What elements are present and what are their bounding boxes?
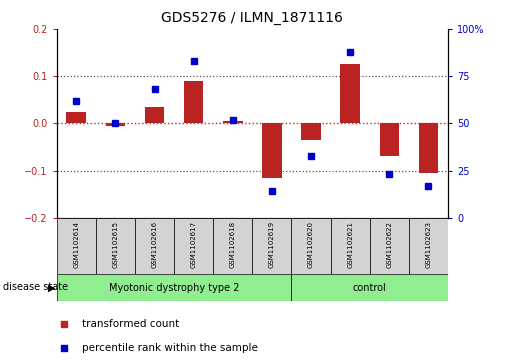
Bar xyxy=(262,123,282,178)
Text: GSM1102619: GSM1102619 xyxy=(269,221,275,268)
Bar xyxy=(340,64,360,123)
Bar xyxy=(57,274,291,301)
Text: transformed count: transformed count xyxy=(82,319,179,329)
Bar xyxy=(96,218,135,274)
Bar xyxy=(409,218,448,274)
Bar xyxy=(135,218,174,274)
Text: GSM1102617: GSM1102617 xyxy=(191,221,197,268)
Text: Myotonic dystrophy type 2: Myotonic dystrophy type 2 xyxy=(109,283,239,293)
Bar xyxy=(57,218,96,274)
Text: GSM1102622: GSM1102622 xyxy=(386,221,392,268)
Bar xyxy=(174,218,213,274)
Bar xyxy=(291,274,448,301)
Bar xyxy=(106,123,125,126)
Bar xyxy=(223,121,243,123)
Text: GSM1102618: GSM1102618 xyxy=(230,221,236,268)
Bar xyxy=(252,218,291,274)
Text: GSM1102615: GSM1102615 xyxy=(112,221,118,268)
Bar xyxy=(331,218,370,274)
Bar xyxy=(291,218,331,274)
Text: GSM1102623: GSM1102623 xyxy=(425,221,432,268)
Text: ▶: ▶ xyxy=(48,282,56,293)
Bar xyxy=(66,111,86,123)
Bar xyxy=(213,218,252,274)
Text: GSM1102614: GSM1102614 xyxy=(73,221,79,268)
Text: GSM1102621: GSM1102621 xyxy=(347,221,353,268)
Title: GDS5276 / ILMN_1871116: GDS5276 / ILMN_1871116 xyxy=(161,11,344,25)
Text: percentile rank within the sample: percentile rank within the sample xyxy=(82,343,258,352)
Bar xyxy=(145,107,164,123)
Text: control: control xyxy=(353,283,387,293)
Bar xyxy=(301,123,321,140)
Text: GSM1102616: GSM1102616 xyxy=(151,221,158,268)
Text: disease state: disease state xyxy=(3,282,67,293)
Bar xyxy=(184,81,203,123)
Bar xyxy=(380,123,399,156)
Bar xyxy=(370,218,409,274)
Text: GSM1102620: GSM1102620 xyxy=(308,221,314,268)
Bar xyxy=(419,123,438,173)
